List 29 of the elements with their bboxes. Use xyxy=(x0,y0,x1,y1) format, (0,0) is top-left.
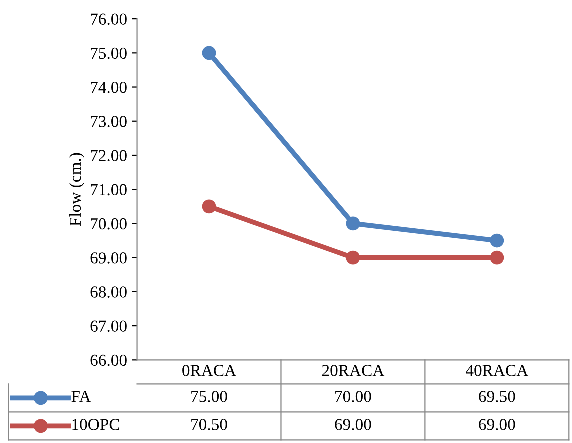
point xyxy=(202,46,216,60)
data-label: 70.50 xyxy=(192,419,228,430)
y-tick-label: 66.00 xyxy=(90,354,127,366)
point xyxy=(346,216,360,231)
x-tick-label: 0RACA xyxy=(182,365,236,376)
point xyxy=(490,234,504,248)
y-tick-label: 73.00 xyxy=(91,116,127,128)
y-tick-label: 76.00 xyxy=(91,14,127,26)
point xyxy=(490,250,504,265)
data-label: 69.50 xyxy=(479,391,516,402)
y-tick-label: 74.00 xyxy=(91,82,127,94)
y-axis-title: Flow (cm.) xyxy=(69,153,84,226)
y-tick-label: 68.00 xyxy=(90,286,127,298)
legend-label: FA xyxy=(72,391,92,402)
data-label: 69.00 xyxy=(479,419,516,430)
x-tick-label: 20RACA xyxy=(322,365,385,376)
y-tick-label: 69.00 xyxy=(90,252,127,264)
data-label: 75.00 xyxy=(192,391,228,402)
y-tick-label: 75.00 xyxy=(91,48,127,60)
data-label: 70.00 xyxy=(336,391,372,402)
point xyxy=(346,250,360,265)
y-tick-label: 67.00 xyxy=(90,320,127,332)
legend-label: 10OPC xyxy=(72,419,120,430)
point xyxy=(202,200,216,214)
y-tick-label: 70.00 xyxy=(91,218,127,230)
y-tick-label: 71.00 xyxy=(91,184,127,196)
y-tick-label: 72.00 xyxy=(91,150,127,162)
data-label: 69.00 xyxy=(335,419,372,430)
x-tick-label: 40RACA xyxy=(466,365,529,376)
